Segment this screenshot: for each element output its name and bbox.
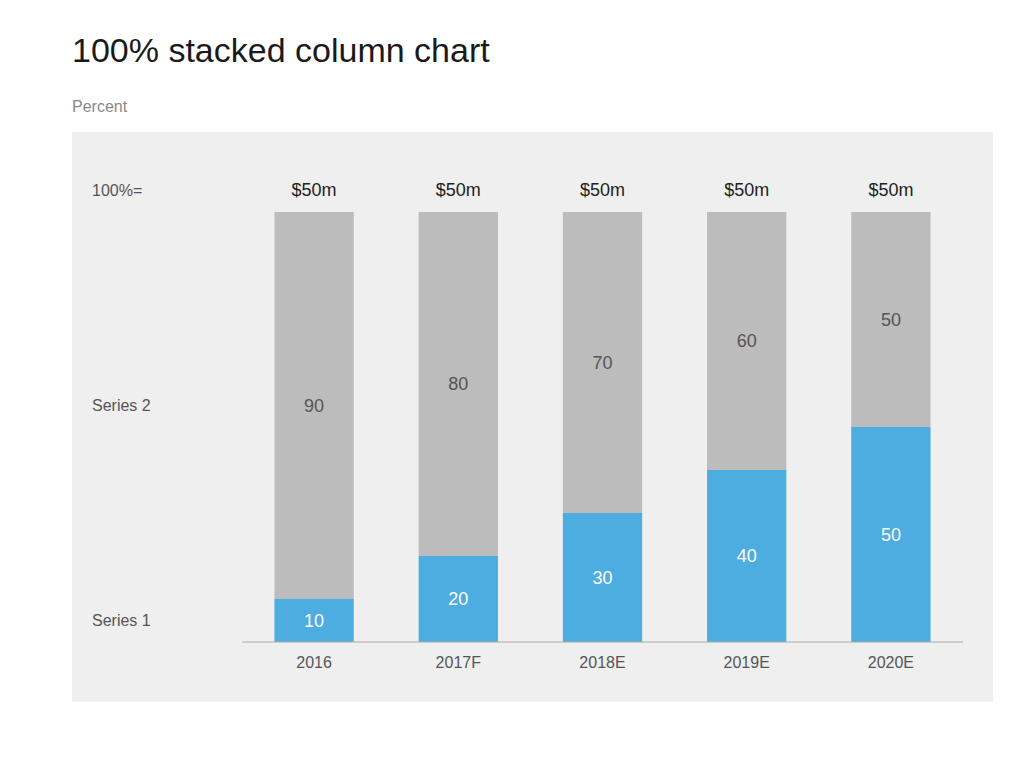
bar-segment (274, 599, 353, 642)
bar-segment (851, 427, 930, 642)
bar-segment (851, 212, 930, 427)
data-label: 50 (881, 525, 901, 545)
series-label: Series 1 (92, 612, 151, 629)
panel (72, 132, 993, 702)
bar-segment (707, 470, 786, 642)
bar-segment (419, 212, 498, 556)
background (0, 0, 1024, 769)
title: 100% stacked column chart (72, 31, 490, 69)
bar-segment (707, 212, 786, 470)
data-label: 90 (304, 396, 324, 416)
subtitle: Percent (72, 98, 128, 115)
data-label: 10 (304, 611, 324, 631)
x-tick-label: 2018E (579, 654, 625, 671)
bar-segment (419, 556, 498, 642)
side-label: 100%= (92, 182, 142, 199)
data-label: 40 (737, 546, 757, 566)
bar-segment (563, 212, 642, 513)
x-tick-label: 2017F (436, 654, 482, 671)
bar-segment (274, 212, 353, 599)
total-label: $50m (292, 180, 337, 200)
x-tick-label: 2020E (868, 654, 914, 671)
bar-segment (563, 513, 642, 642)
data-label: 80 (448, 374, 468, 394)
data-label: 60 (737, 331, 757, 351)
baseline (242, 642, 963, 643)
data-label: 70 (592, 353, 612, 373)
total-label: $50m (580, 180, 625, 200)
chart: 100% stacked column chart Percent 10 20 30 40… (0, 0, 1024, 769)
x-tick-label: 2019E (724, 654, 770, 671)
series-label: Series 2 (92, 397, 151, 414)
bars (274, 212, 930, 642)
data-label: 20 (448, 589, 468, 609)
x-tick-label: 2016 (296, 654, 332, 671)
data-label: 30 (592, 568, 612, 588)
total-label: $50m (868, 180, 913, 200)
labels: 10 20 30 40 50 90 80 70 60 50 (304, 310, 901, 631)
total-label: $50m (724, 180, 769, 200)
data-label: 50 (881, 310, 901, 330)
total-label: $50m (436, 180, 481, 200)
